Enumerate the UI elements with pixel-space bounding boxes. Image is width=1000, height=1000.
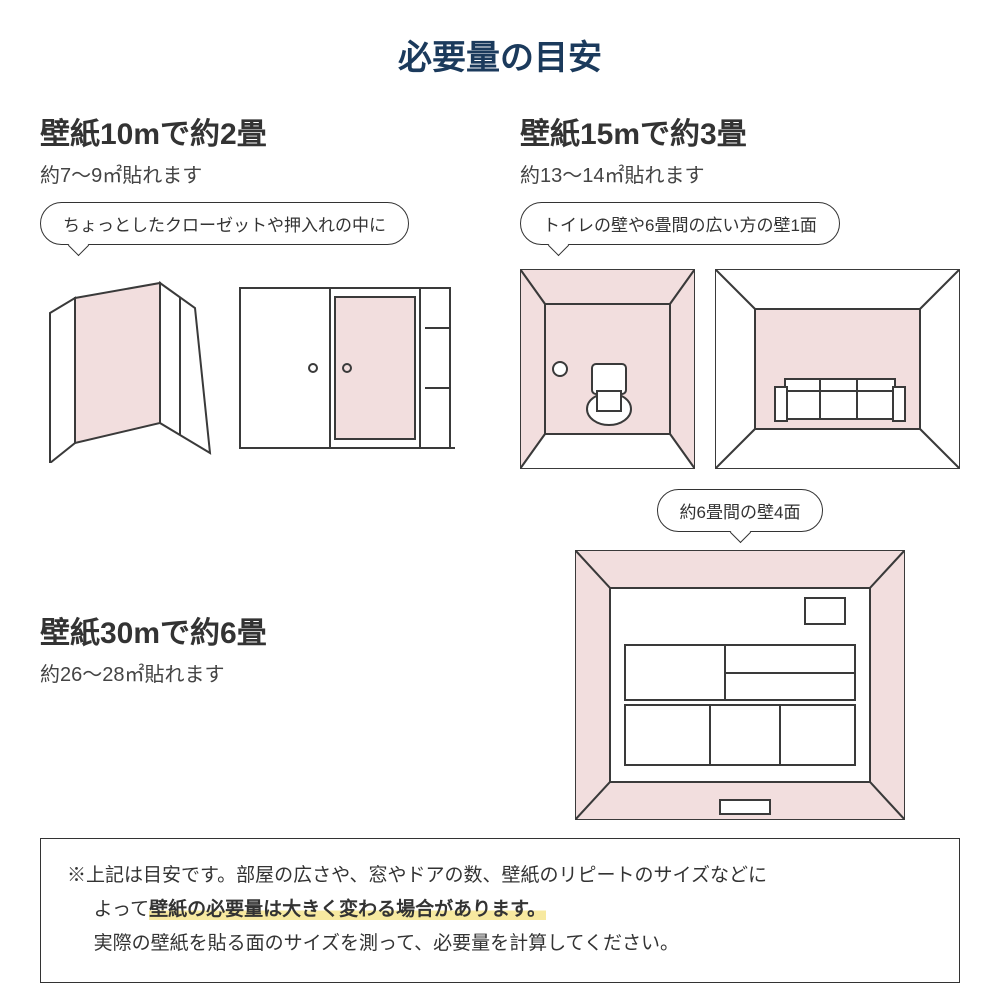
- section-6jo: 約6畳間の壁4面: [520, 489, 960, 820]
- note-line-1: ※上記は目安です。部屋の広さや、窓やドアの数、壁紙のリピートのサイズなどに: [67, 865, 767, 886]
- section-15m-illustrations: [520, 269, 960, 469]
- section-10m-illustrations: [40, 273, 460, 463]
- section-30m-sub: 約26～28㎡貼れます: [40, 658, 460, 687]
- section-30m-heading: 壁紙30mで約6畳: [40, 608, 460, 652]
- sliding-door-illustration: [235, 273, 460, 463]
- content-grid: 壁紙10mで約2畳 約7～9㎡貼れます ちょっとしたクローゼットや押入れの中に: [40, 109, 960, 820]
- section-10m: 壁紙10mで約2畳 約7～9㎡貼れます ちょっとしたクローゼットや押入れの中に: [40, 109, 460, 469]
- note-box: ※上記は目安です。部屋の広さや、窓やドアの数、壁紙のリピートのサイズなどに よっ…: [40, 838, 960, 983]
- section-15m-sub: 約13～14㎡貼れます: [520, 159, 960, 188]
- section-6jo-bubble: 約6畳間の壁4面: [657, 489, 824, 532]
- section-30m: 壁紙30mで約6畳 約26～28㎡貼れます: [40, 489, 460, 820]
- closet-illustration: [40, 273, 215, 463]
- main-title: 必要量の目安: [40, 30, 960, 79]
- note-line-3: 実際の壁紙を貼る面のサイズを測って、必要量を計算してください。: [67, 927, 933, 961]
- accent-wall-room-illustration: [715, 269, 960, 469]
- six-tatami-room-illustration: [575, 550, 905, 820]
- note-line-2-prefix: よって: [94, 899, 149, 920]
- note-line-2: よって壁紙の必要量は大きく変わる場合があります。: [67, 893, 933, 927]
- page-container: 必要量の目安 壁紙10mで約2畳 約7～9㎡貼れます ちょっとしたクローゼットや…: [0, 0, 1000, 1000]
- section-10m-sub: 約7～9㎡貼れます: [40, 159, 460, 188]
- section-15m-bubble: トイレの壁や6畳間の広い方の壁1面: [520, 202, 840, 245]
- note-highlight: 壁紙の必要量は大きく変わる場合があります。: [149, 899, 546, 920]
- toilet-room-illustration: [520, 269, 695, 469]
- section-10m-heading: 壁紙10mで約2畳: [40, 109, 460, 153]
- section-15m-heading: 壁紙15mで約3畳: [520, 109, 960, 153]
- section-15m: 壁紙15mで約3畳 約13～14㎡貼れます トイレの壁や6畳間の広い方の壁1面: [520, 109, 960, 469]
- section-10m-bubble: ちょっとしたクローゼットや押入れの中に: [40, 202, 409, 245]
